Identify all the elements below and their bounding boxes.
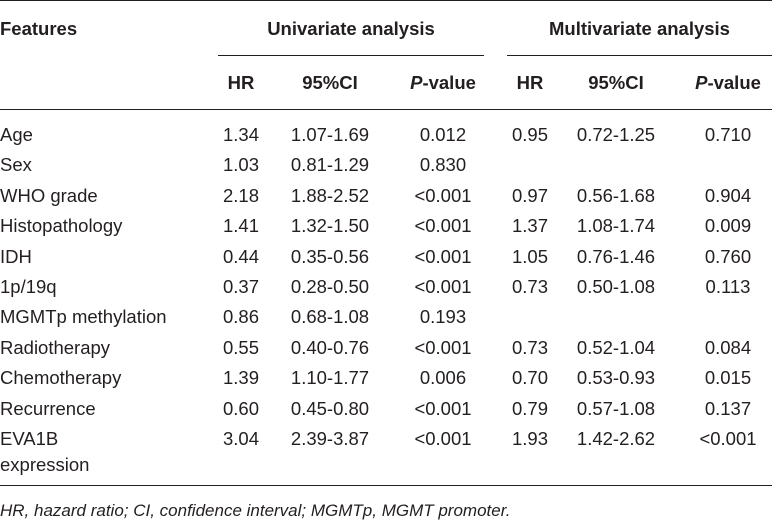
multi-ci-cell: 1.42-2.62 [576,428,656,449]
multi-p-header: P-value [684,72,772,94]
multi-ci-cell: 0.72-1.25 [576,124,656,145]
multi-ci-cell: 0.56-1.68 [576,185,656,206]
uni-p-cell: <0.001 [414,337,472,358]
multi-hr-cell: 1.05 [511,246,548,267]
multi-ci-cell: 0.76-1.46 [576,246,656,267]
uni-p-italic: P [410,72,423,93]
uni-p-cell: 0.012 [419,124,467,145]
multi-p-italic: P [695,72,708,93]
multi-hr-cell: 0.73 [511,276,548,297]
multi-hr-cell: 0.97 [511,185,548,206]
expression-continuation: expression [0,454,90,475]
uni-p-cell: 0.193 [419,306,467,327]
uni-ci-cell: 0.28-0.50 [290,276,370,297]
uni-ci-cell: 2.39-3.87 [290,428,370,449]
multi-hr-header: HR [516,72,544,93]
uni-ci-cell: 0.40-0.76 [290,337,370,358]
uni-hr-cell: 1.34 [222,124,259,145]
feature-cell: Chemotherapy [0,367,122,388]
multi-p-cell: <0.001 [699,428,757,449]
uni-hr-cell: 0.55 [222,337,259,358]
multi-p-cell: 0.084 [704,337,752,358]
multi-p-cell: 0.009 [704,215,752,236]
uni-ci-cell: 0.68-1.08 [290,306,370,327]
table-bottom-rule [0,485,772,486]
feature-cell: Radiotherapy [0,337,111,358]
multi-hr-cell: 0.70 [511,367,548,388]
feature-cell: Age [0,124,33,145]
uni-hr-cell: 0.44 [222,246,259,267]
multi-ci-header: 95%CI [588,72,644,93]
uni-p-rest: -value [422,72,476,93]
multivariate-header: Multivariate analysis [549,18,730,39]
uni-hr-cell: 2.18 [222,185,259,206]
uni-p-cell: <0.001 [414,215,472,236]
multi-hr-cell: 0.79 [511,398,548,419]
feature-cell: WHO grade [0,185,98,206]
uni-hr-cell: 1.41 [222,215,259,236]
uni-p-cell: 0.830 [419,154,467,175]
uni-hr-cell: 0.37 [222,276,259,297]
multi-p-cell: 0.015 [704,367,752,388]
uni-p-cell: <0.001 [414,276,472,297]
multi-ci-cell: 1.08-1.74 [576,215,656,236]
uni-ci-cell: 1.32-1.50 [290,215,370,236]
multi-ci-cell: 0.57-1.08 [576,398,656,419]
header-bottom-rule [0,109,772,110]
multi-ci-cell: 0.50-1.08 [576,276,656,297]
uni-p-cell: 0.006 [419,367,467,388]
uni-hr-cell: 0.86 [222,306,259,327]
feature-cell: 1p/19q [0,276,57,297]
uni-p-cell: <0.001 [414,246,472,267]
uni-p-header: P-value [398,72,488,94]
univariate-header: Univariate analysis [267,18,435,39]
multi-hr-cell: 0.95 [511,124,548,145]
uni-ci-cell: 1.10-1.77 [290,367,370,388]
multi-hr-cell: 1.37 [511,215,548,236]
uni-ci-cell: 1.07-1.69 [290,124,370,145]
uni-hr-cell: 1.03 [222,154,259,175]
feature-cell: EVA1B [0,428,59,449]
uni-p-cell: <0.001 [414,398,472,419]
table-footnote: HR, hazard ratio; CI, confidence interva… [0,501,511,520]
uni-ci-cell: 0.81-1.29 [290,154,370,175]
univariate-group-rule [218,55,484,56]
feature-cell: IDH [0,246,32,267]
uni-p-cell: <0.001 [414,185,472,206]
uni-hr-cell: 0.60 [222,398,259,419]
uni-hr-cell: 3.04 [222,428,259,449]
feature-cell: Sex [0,154,32,175]
multi-p-cell: 0.904 [704,185,752,206]
multi-ci-cell: 0.52-1.04 [576,337,656,358]
feature-cell: MGMTp methylation [0,306,167,327]
uni-p-cell: <0.001 [414,428,472,449]
uni-ci-header: 95%CI [302,72,358,93]
uni-hr-cell: 1.39 [222,367,259,388]
uni-ci-cell: 1.88-2.52 [290,185,370,206]
features-header: Features [0,18,78,39]
multi-hr-cell: 0.73 [511,337,548,358]
multi-p-cell: 0.137 [704,398,752,419]
feature-cell: Recurrence [0,398,96,419]
feature-cell: Histopathology [0,215,123,236]
multi-p-rest: -value [707,72,761,93]
multi-p-cell: 0.760 [704,246,752,267]
multi-p-cell: 0.710 [704,124,752,145]
uni-hr-header: HR [227,72,255,93]
table-top-rule [0,0,772,1]
uni-ci-cell: 0.35-0.56 [290,246,370,267]
multi-p-cell: 0.113 [705,276,751,297]
uni-ci-cell: 0.45-0.80 [290,398,370,419]
multi-hr-cell: 1.93 [511,428,548,449]
multi-ci-cell: 0.53-0.93 [576,367,656,388]
multivariate-group-rule [507,55,772,56]
